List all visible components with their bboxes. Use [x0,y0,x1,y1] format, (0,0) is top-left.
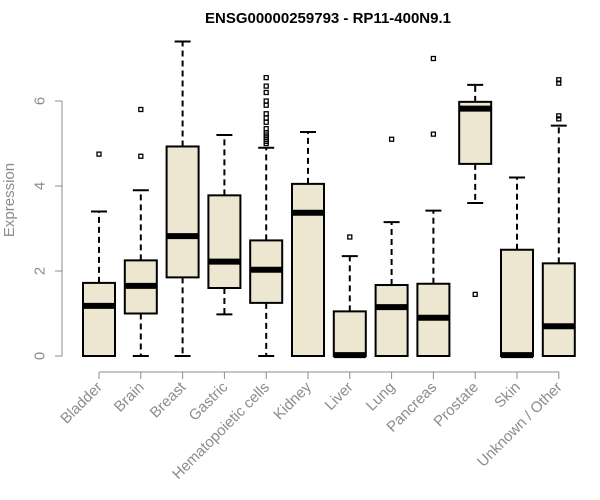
box-group-0 [82,151,116,357]
iqr-box [541,262,576,358]
outlier-point [263,111,269,117]
outlier-point [263,89,269,96]
x-tick-label: Brain [111,379,148,416]
outlier-point [263,98,269,104]
outlier-point [263,119,269,125]
outlier-point [430,131,437,137]
box-group-9 [458,83,493,298]
outlier-point [263,74,269,81]
chart-title: ENSG00000259793 - RP11-400N9.1 [205,10,451,27]
outlier-point [388,136,395,142]
outlier-point [556,116,562,122]
iqr-box [458,100,493,165]
iqr-box [374,284,409,357]
box-group-2 [165,40,200,357]
outlier-point [263,83,269,89]
outlier-point [430,55,437,62]
y-tick-label-4: 4 [32,182,49,190]
box-group-7 [374,136,409,357]
x-tick-label: Prostate [430,379,482,431]
outlier-point [347,234,353,240]
outlier-point [556,77,562,83]
iqr-box [291,182,325,357]
box-group-5 [291,131,325,357]
iqr-box [82,281,116,357]
outlier-point [138,106,144,113]
box-group-10 [500,176,534,359]
iqr-box [500,248,534,357]
iqr-box [165,145,200,279]
boxes [82,40,576,359]
iqr-box [207,194,242,290]
y-tick-label-0: 0 [32,352,49,360]
x-tick-label: Skin [491,379,524,412]
box-group-8 [416,55,451,357]
box-group-4 [249,74,284,357]
outlier-point [556,113,562,119]
outlier-point [138,153,144,159]
x-tick-label: Breast [147,378,190,421]
iqr-box [332,310,367,357]
outlier-point [263,102,269,108]
box-group-6 [332,234,367,359]
y-tick-label-6: 6 [32,97,49,105]
box-group-11 [541,77,576,358]
outlier-point [96,151,102,157]
outlier-point [472,291,478,298]
box-group-1 [123,106,158,357]
y-ticks: 0 2 4 6 [32,97,62,360]
outlier-point [263,125,269,132]
x-tick-label: Liver [322,379,357,414]
x-tick-label: Lung [363,379,399,415]
y-tick-label-2: 2 [32,267,49,275]
outlier-point [263,115,269,121]
x-tick-label: Kidney [270,378,315,423]
y-axis-label: Expression [1,163,18,237]
box-group-3 [207,134,242,316]
x-tick-label: Bladder [57,379,106,428]
